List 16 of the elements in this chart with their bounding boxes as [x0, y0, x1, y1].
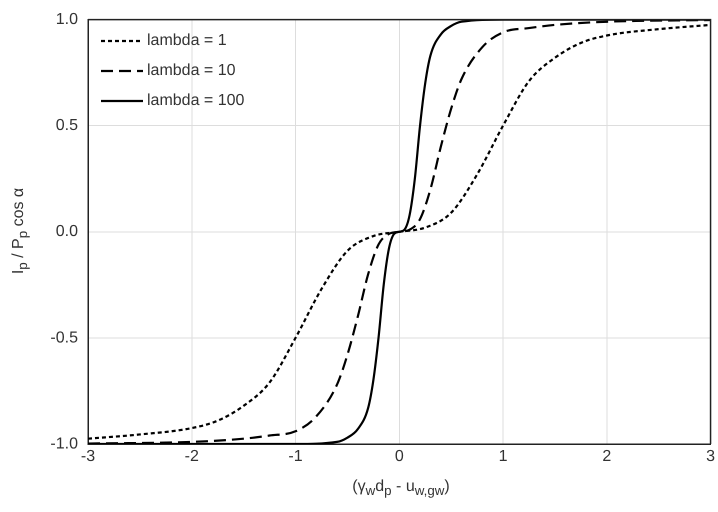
y-tick-label: 1.0 — [56, 11, 78, 28]
x-tick-label: -2 — [184, 448, 199, 466]
y-tick-label: 0.5 — [56, 117, 78, 134]
legend-label: lambda = 1 — [147, 32, 227, 50]
x-tick-label: 1 — [498, 448, 508, 466]
y-tick-label: 0.0 — [56, 223, 78, 240]
x-tick-label: -3 — [80, 448, 96, 466]
legend-label: lambda = 10 — [147, 62, 236, 80]
x-tick-label: -1 — [288, 448, 303, 466]
legend-label: lambda = 100 — [147, 92, 244, 110]
x-tick-label: 3 — [706, 448, 716, 466]
y-tick-label: -1.0 — [50, 435, 78, 452]
y-tick-label: -0.5 — [50, 329, 78, 346]
x-tick-label: 0 — [394, 448, 404, 466]
x-axis-title: (γ$_{w}$d$_{p}$ - u$_{w,gw}$) — [352, 478, 450, 498]
x-tick-label: 2 — [602, 448, 612, 466]
